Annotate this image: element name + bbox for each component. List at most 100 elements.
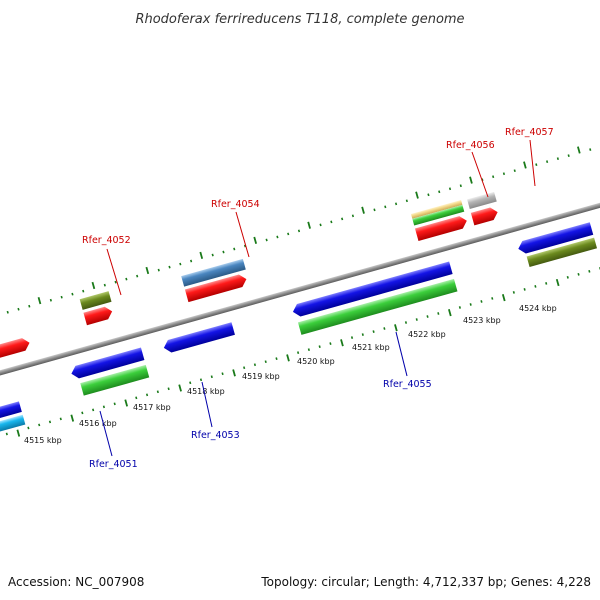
- minor-tick: [27, 426, 30, 430]
- gene-rfer-4053-blue[interactable]: [162, 322, 235, 354]
- minor-tick: [221, 372, 224, 376]
- gene-rfer-4052-red[interactable]: [83, 305, 113, 326]
- minor-tick: [523, 288, 526, 291]
- minor-tick: [480, 300, 483, 303]
- minor-tick: [535, 163, 538, 167]
- minor-tick: [275, 357, 278, 361]
- gene-rfer-4056-green[interactable]: [412, 204, 465, 226]
- minor-tick: [545, 282, 548, 285]
- major-tick: [37, 296, 42, 305]
- major-tick: [577, 146, 581, 154]
- minor-tick: [167, 387, 170, 391]
- minor-tick: [28, 304, 31, 308]
- gene-rfer-4052-olive[interactable]: [79, 291, 112, 310]
- major-tick: [448, 309, 452, 317]
- gene-blue-partial-right[interactable]: [517, 222, 594, 255]
- reverse-genes: [0, 222, 598, 434]
- callout-line-rfer-4054: [235, 211, 250, 258]
- gene-rfer-4054-red[interactable]: [184, 273, 248, 303]
- minor-tick: [415, 318, 418, 321]
- gene-label-rfer-4055[interactable]: Rfer_4055: [383, 379, 432, 390]
- gene-label-rfer-4053[interactable]: Rfer_4053: [191, 430, 240, 441]
- major-tick: [361, 206, 365, 214]
- minor-tick: [394, 202, 398, 206]
- minor-tick: [373, 208, 376, 212]
- minor-tick: [5, 432, 8, 436]
- major-tick: [91, 281, 96, 290]
- ruler-label: 4518 kbp: [187, 387, 225, 396]
- minor-tick: [459, 184, 462, 188]
- gene-label-rfer-4054[interactable]: Rfer_4054: [211, 199, 260, 210]
- minor-tick: [492, 175, 495, 179]
- ruler-label: 4520 kbp: [297, 357, 335, 366]
- gene-label-rfer-4056[interactable]: Rfer_4056: [446, 140, 495, 151]
- major-tick: [178, 384, 182, 392]
- minor-tick: [426, 315, 429, 318]
- minor-tick: [361, 333, 364, 336]
- gene-rfer-4051-blue[interactable]: [70, 347, 145, 380]
- minor-tick: [405, 199, 408, 203]
- minor-tick: [81, 411, 84, 415]
- minor-tick: [190, 259, 193, 263]
- callout-line-rfer-4055: [395, 331, 408, 377]
- minor-tick: [253, 363, 257, 367]
- minor-tick: [307, 348, 310, 352]
- minor-tick: [17, 307, 20, 311]
- minor-tick: [534, 285, 537, 288]
- gene-rfer-4055-green[interactable]: [297, 278, 458, 335]
- genome-strip: [0, 145, 600, 437]
- minor-tick: [6, 310, 9, 314]
- ruler-label: 4517 kbp: [133, 403, 171, 412]
- gene-cyan-partial-left[interactable]: [0, 414, 26, 434]
- minor-tick: [113, 402, 116, 406]
- minor-tick: [589, 148, 592, 151]
- minor-tick: [179, 262, 182, 266]
- minor-tick: [276, 235, 279, 239]
- gene-label-rfer-4057[interactable]: Rfer_4057: [505, 127, 554, 138]
- minor-tick: [566, 275, 569, 279]
- minor-tick: [319, 223, 322, 227]
- major-tick: [340, 339, 344, 347]
- gene-rfer-4056-red[interactable]: [414, 214, 469, 241]
- gene-label-rfer-4052[interactable]: Rfer_4052: [82, 235, 131, 246]
- reverse-gene-callouts: Rfer_4051 Rfer_4053 Rfer_4055: [89, 331, 432, 470]
- minor-tick: [125, 277, 128, 281]
- minor-tick: [341, 217, 344, 221]
- callout-line-rfer-4051: [99, 410, 113, 457]
- minor-tick: [318, 345, 321, 349]
- gene-rfer-4051-green[interactable]: [80, 364, 150, 396]
- gene-olive-partial-right[interactable]: [526, 237, 598, 268]
- minor-tick: [287, 232, 290, 236]
- major-tick: [70, 414, 75, 422]
- major-tick: [253, 236, 258, 244]
- gene-red-partial-left[interactable]: [0, 337, 31, 360]
- major-tick: [415, 191, 419, 199]
- gene-rfer-4056-tan[interactable]: [410, 200, 463, 219]
- gene-rfer-4054-steelblue[interactable]: [181, 258, 246, 287]
- gene-blue-partial-left[interactable]: [0, 401, 22, 421]
- minor-tick: [222, 250, 225, 254]
- gene-rfer-4055-blue[interactable]: [291, 261, 453, 318]
- minor-tick: [145, 393, 149, 397]
- minor-tick: [372, 330, 375, 333]
- minor-tick: [384, 205, 387, 209]
- minor-tick: [60, 295, 63, 299]
- gene-rfer-4057-gray[interactable]: [467, 191, 497, 209]
- forward-genes: [0, 191, 500, 360]
- minor-tick: [49, 298, 52, 302]
- minor-tick: [491, 297, 494, 300]
- minor-tick: [135, 396, 138, 400]
- minor-tick: [512, 291, 515, 294]
- ruler-label: 4523 kbp: [463, 316, 501, 325]
- major-tick: [501, 294, 506, 302]
- minor-tick: [297, 229, 301, 233]
- gene-label-rfer-4051[interactable]: Rfer_4051: [89, 459, 138, 470]
- minor-tick: [156, 390, 159, 394]
- minor-tick: [329, 342, 332, 345]
- gene-rfer-4057-red[interactable]: [470, 206, 500, 226]
- minor-tick: [168, 265, 171, 269]
- minor-tick: [38, 423, 41, 427]
- minor-tick: [427, 193, 430, 197]
- major-tick: [286, 354, 290, 362]
